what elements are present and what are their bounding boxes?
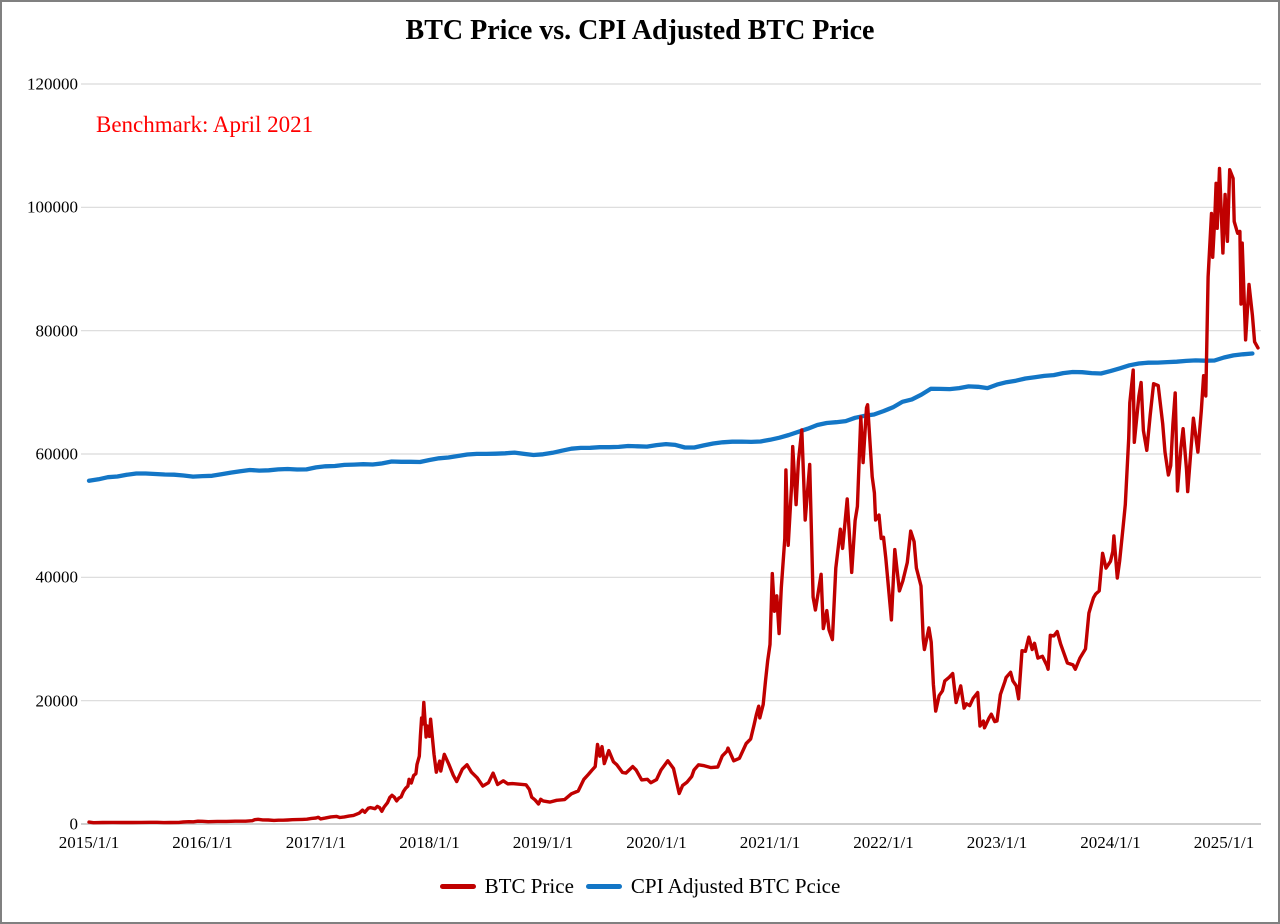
- benchmark-annotation: Benchmark: April 2021: [96, 112, 314, 137]
- legend-label-btc-price: BTC Price: [484, 874, 574, 898]
- legend-item-cpi-adjusted: CPI Adjusted BTC Pcice: [585, 874, 841, 899]
- legend: BTC Price CPI Adjusted BTC Pcice: [2, 874, 1278, 899]
- y-tick-label: 0: [69, 814, 79, 834]
- chart-title: BTC Price vs. CPI Adjusted BTC Price: [405, 15, 875, 46]
- x-tick-label: 2017/1/1: [285, 833, 347, 852]
- x-tick-label: 2016/1/1: [172, 833, 233, 852]
- y-tick-label: 120000: [27, 74, 78, 94]
- gridlines: [81, 83, 1261, 825]
- cpi-adjusted-series-line: [86, 351, 1255, 483]
- series-lines: [86, 166, 1260, 825]
- y-tick-label: 100000: [27, 197, 78, 217]
- x-tick-label: 2022/1/1: [853, 833, 914, 852]
- cpi-adjusted-line-swatch: [585, 884, 622, 889]
- y-tick-label: 60000: [35, 444, 79, 464]
- x-tick-label: 2020/1/1: [626, 833, 687, 852]
- x-tick-label: 2018/1/1: [399, 833, 460, 852]
- x-tick-label: 2025/1/1: [1193, 833, 1255, 852]
- legend-label-cpi-adjusted: CPI Adjusted BTC Pcice: [630, 874, 841, 898]
- x-tick-label: 2024/1/1: [1080, 833, 1141, 852]
- x-tick-label: 2019/1/1: [512, 833, 574, 852]
- btc-price-series-line: [87, 166, 1260, 825]
- x-tick-label: 2023/1/1: [966, 833, 1028, 852]
- legend-item-btc-price: BTC Price: [439, 874, 574, 899]
- y-tick-label: 80000: [35, 321, 79, 341]
- x-tick-label: 2021/1/1: [739, 833, 801, 852]
- y-tick-label: 20000: [35, 691, 79, 711]
- btc-price-line-swatch: [439, 884, 476, 889]
- x-tick-label: 2015/1/1: [58, 833, 120, 852]
- y-tick-label: 40000: [35, 567, 79, 587]
